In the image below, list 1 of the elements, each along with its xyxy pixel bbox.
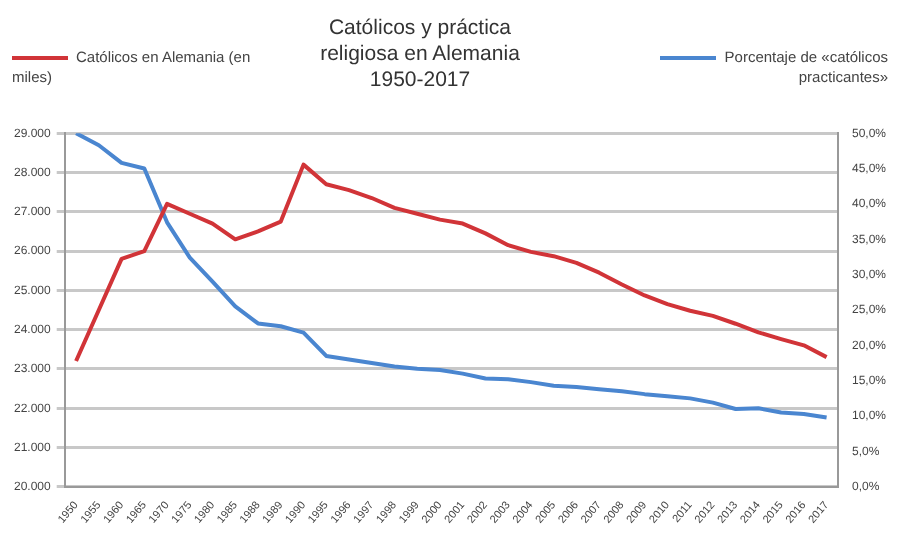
chart-title: Católicos y práctica religiosa en Alemania 1950-2017 — [318, 16, 522, 94]
